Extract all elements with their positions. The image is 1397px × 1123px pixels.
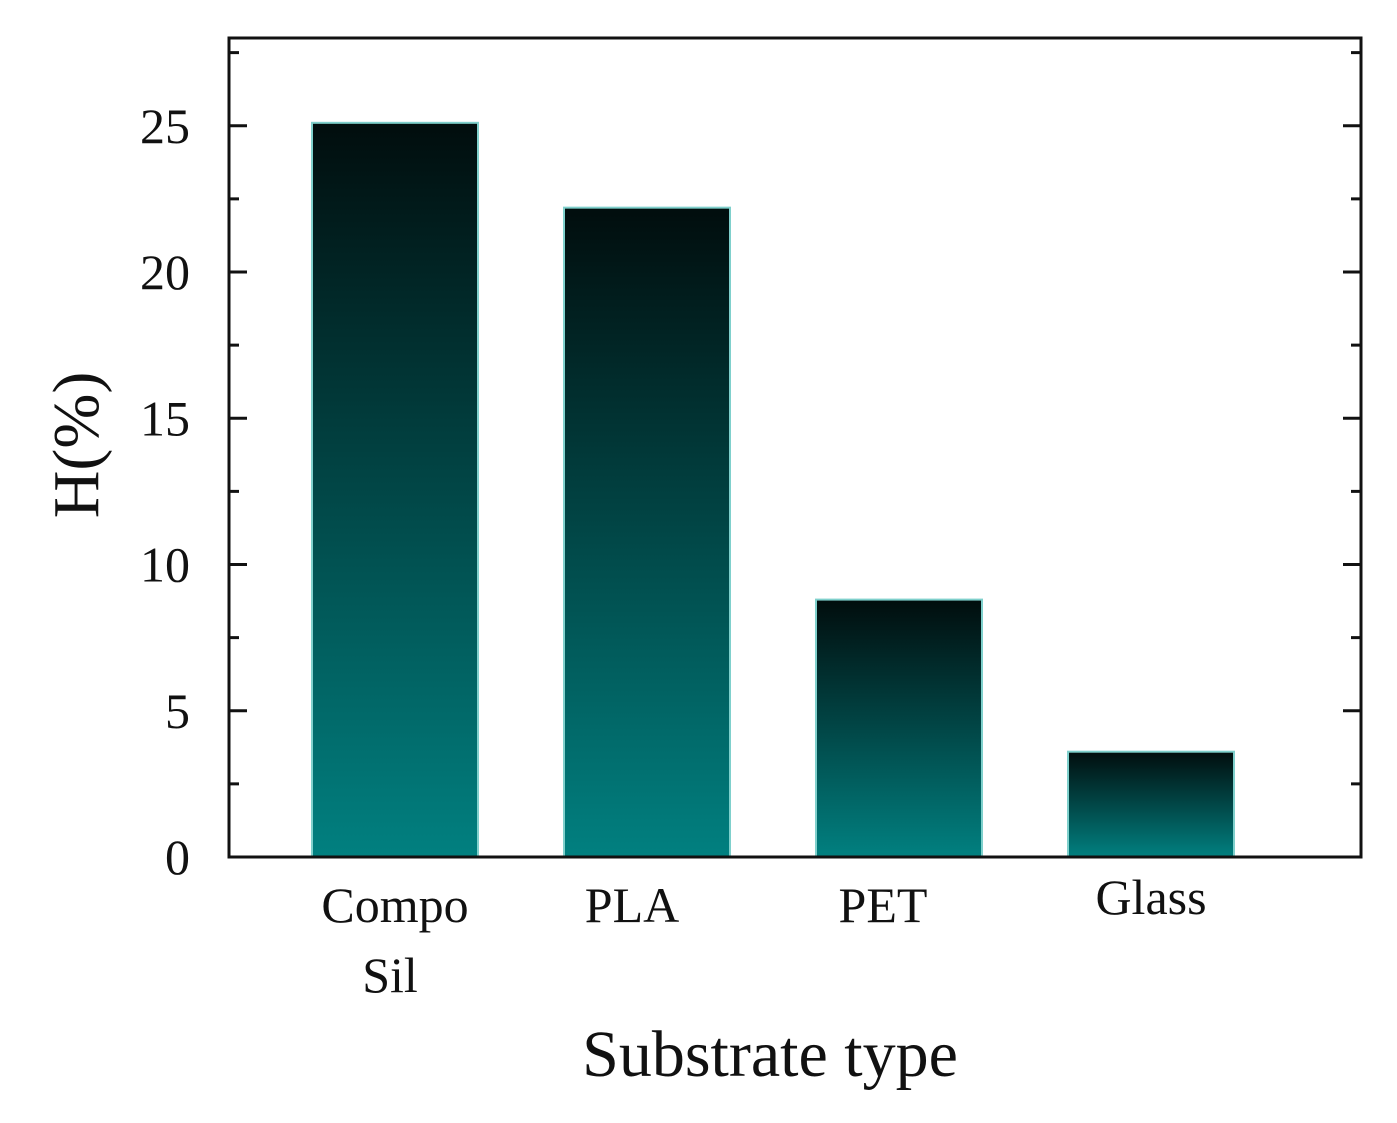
x-category-label-compo-sil: Compo Sil (321, 877, 468, 1003)
y-tick-label-10: 10 (140, 537, 190, 593)
x-category-label-glass: Glass (1095, 869, 1206, 925)
bar-pla (563, 206, 731, 858)
y-tick-label-15: 15 (140, 390, 190, 446)
y-axis-ticks (229, 51, 1361, 786)
x-category-label-pet: PET (839, 877, 928, 933)
x-axis-category-labels: Compo Sil PLA PET Glass (321, 869, 1206, 1003)
x-category-label-pla: PLA (585, 877, 679, 933)
bar-glass (1067, 750, 1235, 859)
bar-compo-sil (311, 121, 479, 858)
y-tick-label-5: 5 (165, 683, 190, 739)
y-axis-title: H(%) (40, 372, 113, 519)
plot-frame (227, 36, 1363, 859)
bar-pet (815, 598, 983, 858)
y-tick-label-20: 20 (140, 244, 190, 300)
x-axis-title: Substrate type (582, 1018, 958, 1091)
y-tick-label-25: 25 (140, 98, 190, 154)
y-axis-tick-labels: 0 5 10 15 20 25 (140, 98, 190, 885)
y-tick-label-0: 0 (165, 829, 190, 885)
bars-group (311, 121, 1235, 859)
